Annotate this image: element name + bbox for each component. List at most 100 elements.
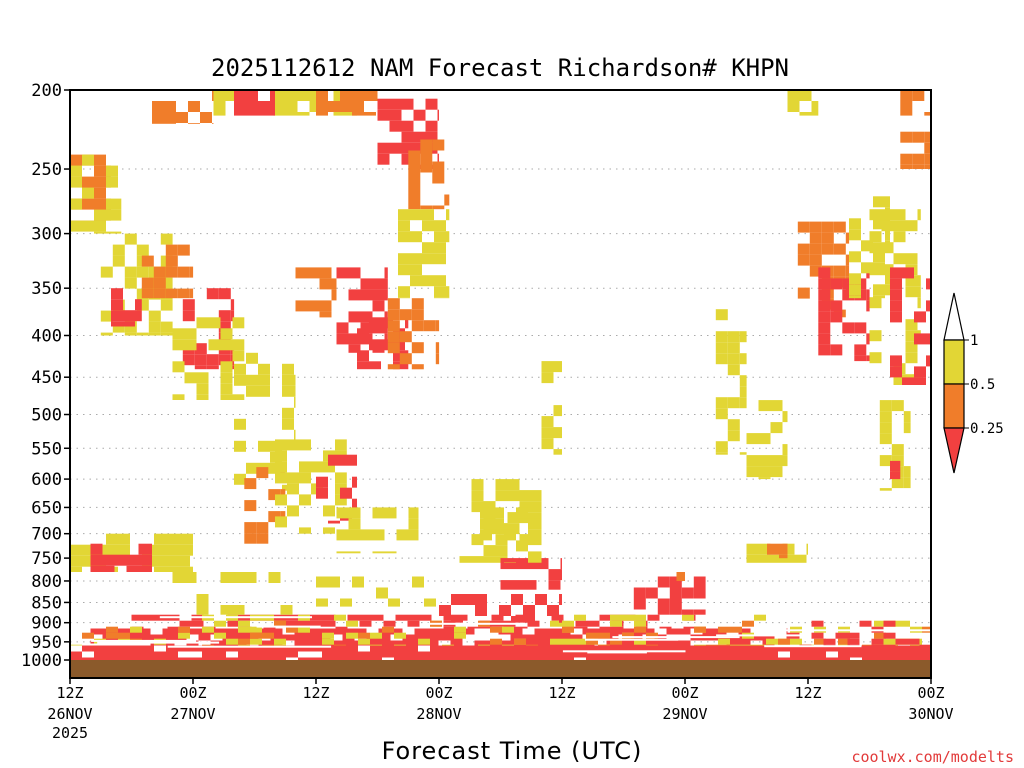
ri-cell-yellow	[849, 284, 861, 296]
ri-cell-yellow	[634, 620, 646, 627]
ri-cell-red	[372, 278, 385, 290]
ri-cell-yellow	[507, 490, 520, 502]
ri-cell-red	[683, 626, 696, 629]
ri-cell-orange	[423, 320, 436, 332]
ri-cell-red	[138, 565, 151, 572]
ri-cell-red	[346, 651, 358, 658]
ri-cell-red	[766, 651, 778, 658]
ri-cell-yellow	[323, 527, 335, 534]
ri-cell-red	[669, 576, 682, 588]
ri-cell-yellow	[881, 220, 894, 232]
ri-cell-red	[377, 142, 390, 154]
ri-cell-yellow	[106, 209, 118, 221]
ri-cell-yellow	[384, 551, 397, 554]
ri-cell-red	[926, 278, 931, 290]
ri-cell-yellow	[480, 529, 492, 541]
ri-cell-red	[138, 543, 151, 555]
ri-cell-orange	[420, 161, 433, 173]
ri-cell-red	[131, 614, 144, 621]
ri-cell-yellow	[82, 555, 94, 567]
ri-cell-orange	[295, 267, 308, 279]
ri-cell-red	[369, 361, 381, 370]
ri-cell-red	[394, 645, 406, 652]
ri-cell-red	[358, 651, 370, 658]
ri-cell-red	[546, 628, 559, 635]
ri-cell-red	[534, 640, 547, 646]
ri-cell-red	[294, 640, 307, 646]
ri-cell-yellow	[770, 466, 783, 478]
ri-cell-red	[586, 651, 598, 658]
x-axis-label: Forecast Time (UTC)	[382, 737, 643, 765]
ri-cell-red	[562, 645, 574, 652]
ri-cell-red	[926, 355, 931, 367]
ri-cell-red	[681, 587, 694, 599]
ri-cell-yellow	[213, 112, 226, 116]
ri-cell-orange	[809, 243, 822, 255]
ri-cell-yellow	[136, 266, 149, 278]
ri-cell-yellow	[893, 253, 906, 265]
ri-cell-yellow	[434, 286, 446, 298]
ri-gap-streak	[87, 643, 144, 646]
ri-cell-yellow	[274, 644, 286, 646]
ri-cell-red	[842, 278, 855, 290]
ri-cell-yellow	[495, 490, 508, 502]
ri-cell-yellow	[727, 397, 740, 409]
ri-cell-yellow	[410, 275, 422, 287]
ri-cell-orange	[833, 243, 846, 255]
ri-cell-yellow	[879, 433, 892, 445]
ri-cell-yellow	[502, 626, 514, 633]
ri-cell-orange	[165, 244, 178, 256]
ri-cell-yellow	[886, 638, 898, 645]
y-tick-550: 550	[31, 439, 62, 459]
ri-cell-red	[830, 311, 843, 323]
ri-gap-streak	[562, 650, 686, 653]
ri-cell-red	[202, 645, 214, 652]
ri-cell-red	[862, 651, 874, 658]
ri-cell-yellow	[136, 299, 149, 311]
ri-cell-yellow	[507, 512, 520, 524]
ri-cell-red	[405, 361, 409, 370]
ri-cell-red	[437, 153, 439, 165]
ri-cell-yellow	[480, 518, 492, 530]
ri-cell-yellow	[849, 295, 861, 299]
ri-cell-red	[316, 476, 328, 488]
ri-cell-orange	[153, 266, 166, 278]
ri-cell-yellow	[434, 253, 446, 265]
ri-cell-red	[401, 98, 414, 110]
ri-gap-streak	[612, 636, 740, 639]
ri-cell-red	[230, 299, 235, 311]
ri-cell-orange	[432, 205, 445, 210]
ri-cell-yellow	[730, 644, 742, 646]
ri-cell-red	[90, 554, 103, 566]
ri-cell-red	[657, 576, 670, 588]
ri-cell-yellow	[309, 101, 322, 112]
ri-cell-yellow	[531, 490, 542, 502]
ri-cell-yellow	[758, 477, 771, 480]
ri-cell-red	[560, 558, 562, 570]
ri-cell-yellow	[434, 231, 446, 243]
ri-cell-yellow	[234, 374, 246, 386]
ri-cell-yellow	[148, 310, 161, 322]
ri-cell-red	[377, 153, 390, 165]
ri-cell-red	[371, 614, 384, 621]
ri-cell-orange	[382, 626, 394, 633]
ri-cell-red	[130, 645, 142, 652]
ri-cell-yellow	[885, 273, 890, 285]
ri-cell-red	[890, 278, 902, 290]
ri-cell-orange	[779, 554, 788, 559]
legend-label-1: 0.5	[970, 377, 995, 393]
credit-link[interactable]: coolwx.com/modelts	[851, 748, 1014, 766]
ri-cell-yellow	[754, 644, 766, 646]
ri-cell-yellow	[869, 264, 882, 276]
ri-cell-yellow	[553, 427, 562, 439]
ri-cell-orange	[164, 123, 176, 124]
ri-cell-red	[190, 657, 202, 660]
ri-cell-red	[218, 354, 231, 366]
ri-cell-yellow	[232, 317, 245, 329]
ri-cell-red	[179, 620, 192, 627]
ri-cell-red	[402, 640, 415, 646]
y-tick-650: 650	[31, 498, 62, 518]
ri-cell-red	[360, 289, 373, 301]
ri-cell-yellow	[273, 90, 286, 101]
y-tick-450: 450	[31, 368, 62, 388]
